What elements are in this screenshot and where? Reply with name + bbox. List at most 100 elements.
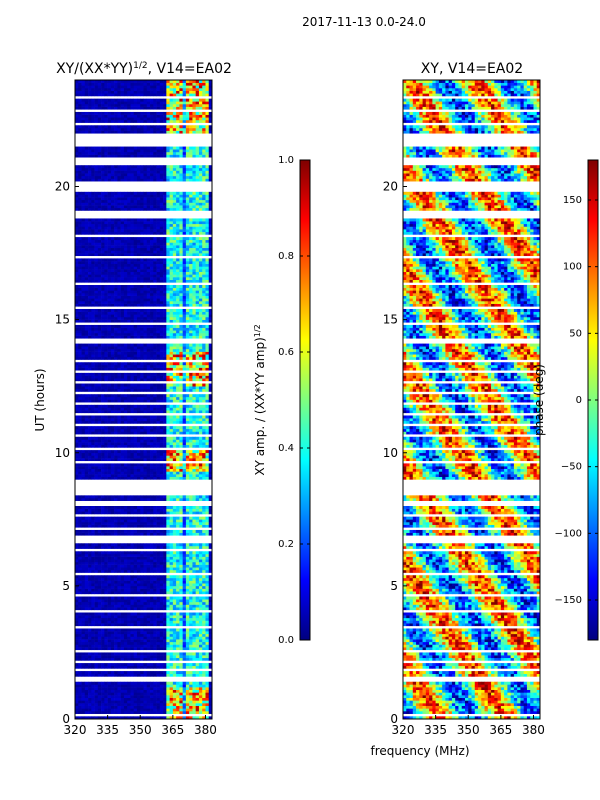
heatmap-cell bbox=[140, 532, 144, 536]
heatmap-cell bbox=[117, 716, 121, 720]
heatmap-cell bbox=[176, 644, 180, 648]
heatmap-cell bbox=[163, 450, 167, 454]
heatmap-cell bbox=[189, 545, 193, 549]
heatmap-cell bbox=[172, 516, 177, 520]
heatmap-cell bbox=[94, 697, 99, 701]
heatmap-cell bbox=[123, 577, 128, 581]
heatmap-cell bbox=[156, 399, 161, 403]
heatmap-cell bbox=[182, 327, 187, 331]
heatmap-cell bbox=[192, 556, 196, 560]
heatmap-cell bbox=[127, 644, 131, 648]
heatmap-cell bbox=[179, 617, 183, 621]
heatmap-cell bbox=[110, 652, 115, 656]
heatmap-cell bbox=[114, 708, 118, 712]
heatmap-cell bbox=[166, 521, 170, 525]
heatmap-cell bbox=[192, 641, 196, 645]
heatmap-cell bbox=[133, 708, 138, 712]
heatmap-cell bbox=[205, 396, 210, 400]
heatmap-cell bbox=[75, 351, 79, 355]
heatmap-cell bbox=[150, 580, 154, 584]
heatmap-cell bbox=[156, 647, 161, 651]
heatmap-cell bbox=[94, 351, 99, 355]
heatmap-cell bbox=[81, 556, 86, 560]
heatmap-cell bbox=[166, 399, 170, 403]
heatmap-cell bbox=[110, 692, 115, 696]
heatmap-cell bbox=[136, 631, 141, 635]
heatmap-cell bbox=[78, 516, 82, 520]
heatmap-cell bbox=[136, 378, 141, 382]
heatmap-cell bbox=[195, 399, 200, 403]
heatmap-cell bbox=[120, 383, 125, 387]
heatmap-cell bbox=[107, 330, 112, 334]
heatmap-cell bbox=[94, 471, 99, 475]
heatmap-cell bbox=[133, 665, 138, 669]
heatmap-cell bbox=[120, 556, 125, 560]
heatmap-cell bbox=[156, 418, 161, 422]
heatmap-cell bbox=[198, 631, 203, 635]
heatmap-cell bbox=[136, 577, 141, 581]
heatmap-cell bbox=[127, 332, 131, 336]
heatmap-cell bbox=[91, 316, 95, 320]
heatmap-cell bbox=[198, 519, 203, 523]
heatmap-cell bbox=[150, 343, 154, 347]
heatmap-cell bbox=[189, 378, 193, 382]
heatmap-cell bbox=[123, 428, 128, 432]
heatmap-cell bbox=[172, 308, 177, 312]
heatmap-cell bbox=[153, 711, 157, 714]
heatmap-cell bbox=[169, 474, 174, 478]
heatmap-cell bbox=[153, 463, 157, 467]
heatmap-cell bbox=[163, 436, 167, 440]
heatmap-cell bbox=[179, 657, 183, 661]
heatmap-cell bbox=[81, 348, 86, 352]
heatmap-cell bbox=[75, 556, 79, 560]
heatmap-cell bbox=[205, 316, 210, 320]
heatmap-cell bbox=[114, 476, 118, 480]
heatmap-cell bbox=[123, 665, 128, 669]
heatmap-cell bbox=[117, 561, 121, 565]
heatmap-cell bbox=[101, 655, 105, 659]
heatmap-cell bbox=[150, 545, 154, 549]
heatmap-cell bbox=[88, 367, 92, 371]
heatmap-cell bbox=[192, 418, 196, 422]
heatmap-cell bbox=[107, 561, 112, 565]
heatmap-cell bbox=[208, 444, 213, 448]
heatmap-cell bbox=[114, 716, 118, 720]
heatmap-cell bbox=[120, 386, 125, 390]
heatmap-cell bbox=[166, 511, 170, 515]
heatmap-cell bbox=[78, 524, 82, 528]
heatmap-cell bbox=[88, 639, 92, 643]
heatmap-cell bbox=[120, 687, 125, 691]
heatmap-cell bbox=[169, 708, 174, 712]
heatmap-cell bbox=[163, 601, 167, 605]
heatmap-cell bbox=[78, 428, 82, 432]
heatmap-cell bbox=[195, 452, 200, 456]
heatmap-cell bbox=[97, 428, 102, 432]
heatmap-cell bbox=[127, 580, 131, 584]
heatmap-cell bbox=[140, 388, 144, 392]
heatmap-cell bbox=[150, 636, 154, 640]
heatmap-cell bbox=[185, 375, 190, 379]
heatmap-cell bbox=[133, 543, 138, 547]
heatmap-cell bbox=[104, 324, 108, 328]
heatmap-cell bbox=[120, 601, 125, 605]
heatmap-cell bbox=[198, 394, 203, 398]
heatmap-cell bbox=[172, 529, 177, 533]
heatmap-cell bbox=[88, 556, 92, 560]
heatmap-cell bbox=[169, 628, 174, 632]
heatmap-cell bbox=[192, 700, 196, 704]
heatmap-cell bbox=[104, 689, 108, 693]
heatmap-cell bbox=[88, 314, 92, 318]
heatmap-cell bbox=[195, 591, 200, 595]
heatmap-cell bbox=[156, 468, 161, 472]
heatmap-cell bbox=[185, 628, 190, 632]
heatmap-cell bbox=[120, 644, 125, 648]
heatmap-cell bbox=[91, 657, 95, 661]
heatmap-cell bbox=[143, 564, 148, 568]
heatmap-cell bbox=[150, 364, 154, 368]
heatmap-cell bbox=[94, 631, 99, 635]
heatmap-cell bbox=[189, 711, 193, 714]
heatmap-cell bbox=[185, 348, 190, 352]
heatmap-cell bbox=[179, 367, 183, 371]
heatmap-cell bbox=[123, 458, 128, 462]
heatmap-cell bbox=[107, 386, 112, 390]
